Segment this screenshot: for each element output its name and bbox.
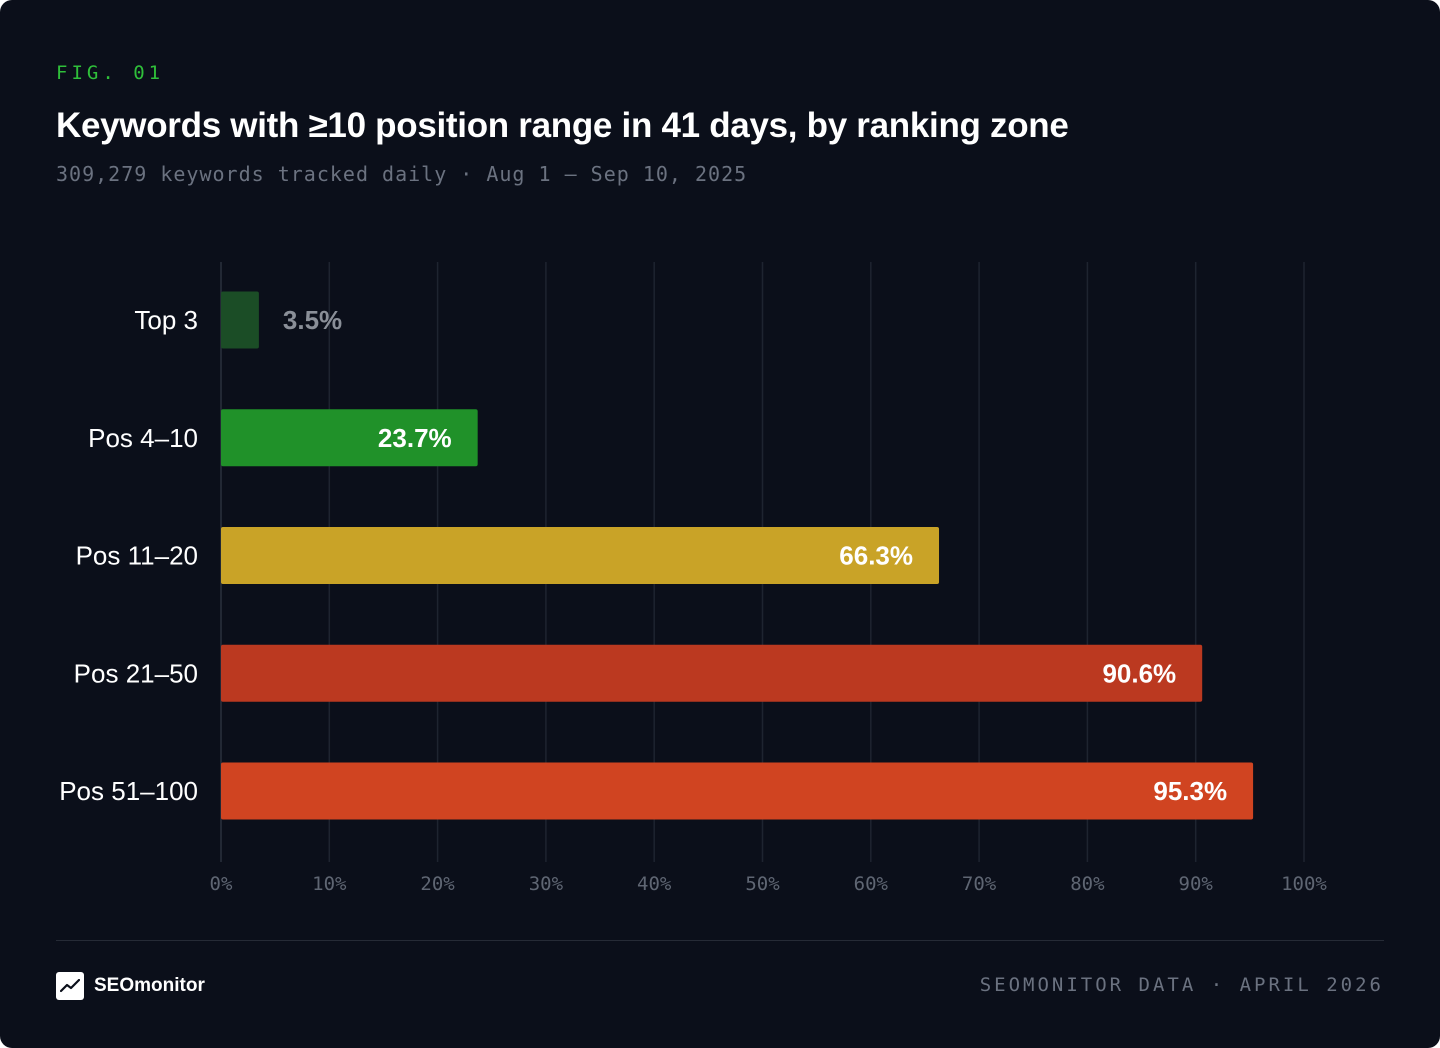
x-tick-label: 80% [1070,873,1105,895]
brand-name: SEOmonitor [94,975,205,996]
footer-divider [56,940,1384,941]
bar [221,762,1254,820]
data-label: 3.5% [283,305,342,335]
x-tick-label: 20% [420,873,455,895]
x-tick-label: 60% [854,873,889,895]
x-tick-label: 30% [529,873,564,895]
trend-line-icon [56,972,84,1000]
data-label: 95.3% [1153,776,1227,806]
bar-chart: 0% 10% 20% 30% 40% 50% 60% 70% 80% 90% 100% Top 3 3.… [59,262,1327,895]
x-tick-label: 50% [745,873,780,895]
x-tick-label: 40% [637,873,672,895]
bar [221,409,478,467]
x-tick-label: 100% [1281,873,1327,895]
data-source: SEOMONITOR DATA · APRIL 2026 [979,974,1384,996]
data-label: 66.3% [839,541,913,571]
bar [221,644,1203,702]
x-tick-label: 0% [210,873,233,895]
category-label: Top 3 [134,305,198,335]
chart-subtitle: 309,279 keywords tracked daily · Aug 1 –… [56,162,748,186]
x-tick-label: 10% [312,873,347,895]
x-tick-label: 70% [962,873,997,895]
category-label: Pos 21–50 [74,658,198,688]
category-label: Pos 4–10 [88,423,198,453]
bar [221,527,940,584]
x-tick-label: 90% [1179,873,1214,895]
brand-logo: SEOmonitor [56,972,205,1000]
category-label: Pos 51–100 [59,776,198,806]
data-label: 90.6% [1102,658,1176,688]
category-label: Pos 11–20 [76,541,198,571]
data-label: 23.7% [378,423,452,453]
figure-tag: FIG. 01 [56,62,165,84]
chart-title: Keywords with ≥10 position range in 41 d… [56,106,1069,145]
bar [221,291,259,349]
